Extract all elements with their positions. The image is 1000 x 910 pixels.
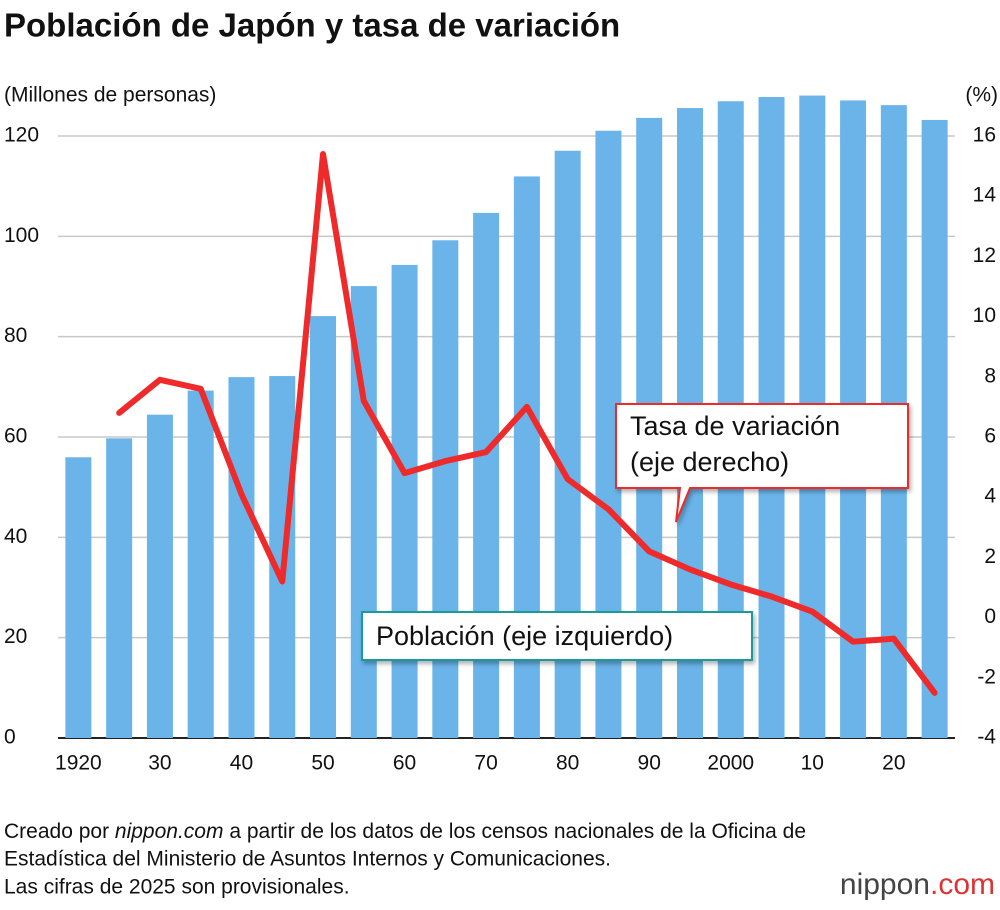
callout-text: Tasa de variación (630, 411, 840, 441)
bar (310, 316, 337, 738)
bar (65, 457, 92, 738)
y-tick-label: 100 (4, 224, 39, 247)
y-tick-label: 80 (4, 324, 27, 347)
y-axis-label: (Millones de personas) (4, 84, 216, 107)
bar (432, 240, 459, 738)
y-tick-label: 20 (4, 625, 27, 648)
x-tick-label: 70 (474, 752, 497, 775)
note: Estadística del Ministerio de Asuntos In… (4, 848, 611, 871)
x-tick-label: 20 (882, 752, 905, 775)
population-callout: Población (eje izquierdo) (361, 611, 753, 661)
bar (106, 438, 133, 738)
y-tick-label: 60 (4, 425, 27, 448)
x-tick-label: 90 (638, 752, 661, 775)
callout-text: Población (eje izquierdo) (376, 621, 673, 651)
chart-title: Población de Japón y tasa de variación (4, 7, 620, 44)
note: Las cifras de 2025 son provisionales. (4, 876, 350, 899)
y2-tick-label: 2 (984, 545, 996, 568)
y-tick-label: 120 (4, 124, 39, 147)
logo-name: nippon (840, 868, 930, 901)
y2-tick-label: 16 (973, 124, 996, 147)
bar (146, 414, 173, 738)
y2-tick-label: 10 (973, 304, 996, 327)
y2-tick-label: 12 (973, 244, 996, 267)
note-text: a partir de los datos de los censos naci… (229, 820, 806, 843)
bar (921, 119, 948, 739)
rate-line (116, 151, 938, 696)
x-tick-label: 2000 (707, 752, 754, 775)
bar (391, 264, 418, 738)
x-tick-label: 50 (311, 752, 334, 775)
x-tick-label: 60 (393, 752, 416, 775)
callout-text: (eje derecho) (630, 447, 789, 477)
rate-callout: Tasa de variación (eje derecho) (615, 403, 909, 523)
x-tick-label: 40 (230, 752, 253, 775)
callout-box (615, 403, 909, 523)
y2-tick-label: -4 (977, 726, 996, 749)
x-tick-label: 1920 (55, 752, 102, 775)
y2-tick-label: 4 (984, 485, 996, 508)
note-text: Creado por (4, 820, 109, 843)
note-site: nippon.com (115, 820, 224, 843)
logo: nippon.com (840, 868, 995, 901)
y2-tick-label: -2 (977, 665, 996, 688)
y-tick-label: 0 (4, 726, 16, 749)
x-tick-label: 80 (556, 752, 579, 775)
y2-tick-label: 8 (984, 364, 996, 387)
y2-tick-label: 6 (984, 425, 996, 448)
callout-box (361, 611, 753, 661)
bar (187, 390, 214, 738)
x-tick-label: 30 (148, 752, 171, 775)
note: Creado por nippon.com a partir de los da… (4, 820, 806, 843)
y2-axis-label: (%) (965, 84, 998, 107)
x-tick-label: 10 (801, 752, 824, 775)
y-tick-label: 40 (4, 525, 27, 548)
y2-tick-label: 14 (973, 184, 997, 207)
y2-tick-label: 0 (984, 605, 996, 628)
bar (228, 377, 255, 738)
logo-suffix: .com (930, 868, 995, 901)
